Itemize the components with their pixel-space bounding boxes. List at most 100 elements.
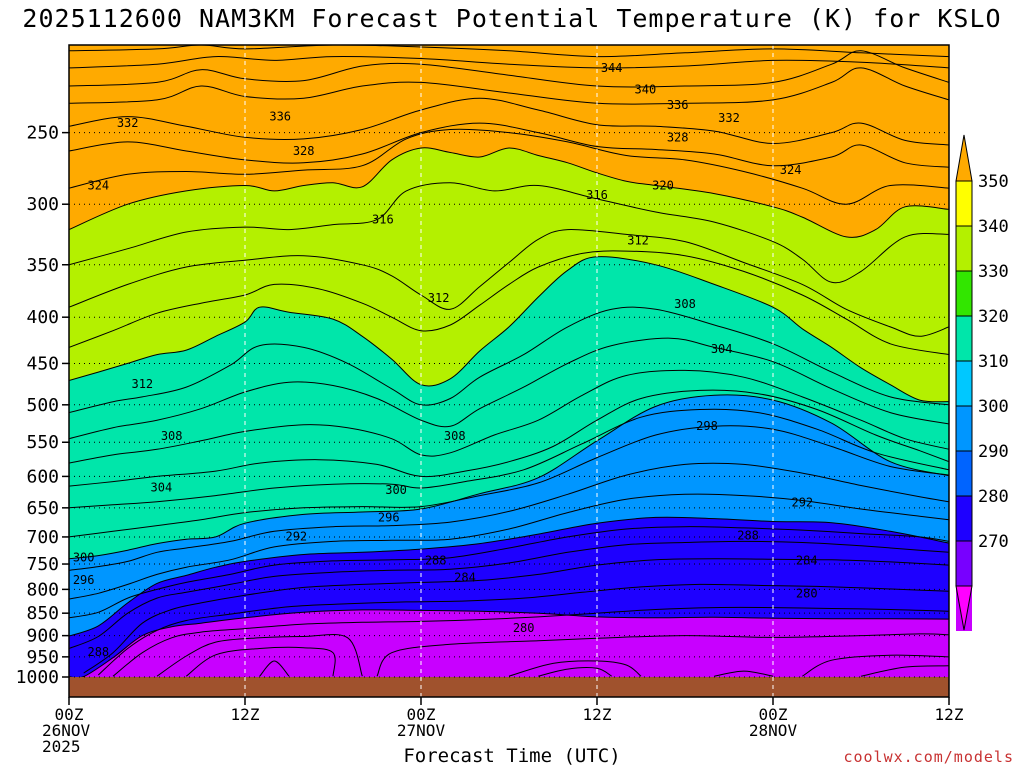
contour-line xyxy=(112,606,949,677)
y-tick-label: 400 xyxy=(26,307,59,328)
colorbar-label: 310 xyxy=(978,352,1009,372)
ground-layer xyxy=(69,677,949,697)
colorbar-label: 300 xyxy=(978,397,1009,417)
x-tick-label: 00Z xyxy=(759,705,788,724)
contour-label: 324 xyxy=(87,178,109,192)
contour-line xyxy=(376,633,949,677)
contour-line-280 xyxy=(69,609,949,679)
colorbar-top-triangle xyxy=(955,134,973,182)
contour-line xyxy=(69,493,949,600)
contour-label: 332 xyxy=(117,116,139,130)
colorbar-segment xyxy=(956,181,972,226)
x-tick-label: 00Z xyxy=(55,705,84,724)
contour-label: 336 xyxy=(269,110,291,124)
contour-line xyxy=(714,670,774,677)
y-tick-label: 350 xyxy=(26,255,59,276)
contour-label: 328 xyxy=(293,144,315,158)
contour-line xyxy=(69,540,949,649)
colorbar-segment xyxy=(956,541,972,586)
contour-label: 300 xyxy=(73,551,95,565)
contour-label: 308 xyxy=(674,297,696,311)
colorbar-segment xyxy=(956,316,972,361)
contour-line-340 xyxy=(69,50,949,88)
colorbar-segment xyxy=(956,361,972,406)
contour-label: 308 xyxy=(161,429,183,443)
contour-label: 308 xyxy=(444,429,466,443)
contour-label: 284 xyxy=(796,553,818,567)
contour-label: 288 xyxy=(737,528,759,542)
y-tick-label: 800 xyxy=(26,579,59,600)
y-tick-label: 850 xyxy=(26,603,59,624)
y-tick-label: 1000 xyxy=(16,667,59,688)
grid-lines xyxy=(69,45,949,697)
y-tick-label: 550 xyxy=(26,432,59,453)
contour-line xyxy=(185,646,336,677)
contour-label: 304 xyxy=(711,342,733,356)
x-tick-label: 00Z xyxy=(407,705,436,724)
contour-line xyxy=(69,228,949,337)
colorbar-label: 270 xyxy=(978,532,1009,552)
contour-label: 298 xyxy=(696,419,718,433)
fill-band-below-280 xyxy=(69,609,949,697)
contour-label: 280 xyxy=(796,586,818,600)
colorbar-segment xyxy=(956,451,972,496)
contour-line xyxy=(156,633,363,677)
colorbar-bottom-triangle xyxy=(955,585,973,631)
contour-line xyxy=(259,660,290,677)
contour-line xyxy=(69,56,949,69)
contour-line xyxy=(538,667,612,677)
colorbar-label: 330 xyxy=(978,262,1009,282)
contour-label: 312 xyxy=(627,233,649,247)
contour-label: 336 xyxy=(667,98,689,112)
contour-line xyxy=(83,558,949,674)
contour-line xyxy=(69,337,949,440)
y-tick-label: 300 xyxy=(26,194,59,215)
contour-line xyxy=(69,306,949,414)
watermark: coolwx.com/models xyxy=(843,748,1014,766)
contour-line xyxy=(69,369,949,464)
contour-line xyxy=(69,122,949,168)
contour-line xyxy=(69,182,949,284)
contour-label: 284 xyxy=(454,570,476,584)
contour-line xyxy=(69,250,949,356)
contour-line xyxy=(69,462,949,571)
y-axis: 2503003504004505005506006507007508008509… xyxy=(16,123,69,688)
x-tick-label: 27NOV xyxy=(397,721,446,740)
contour-label: 328 xyxy=(667,130,689,144)
contour-label: 316 xyxy=(372,213,394,227)
contour-line-320 xyxy=(69,147,949,238)
x-tick-label: 12Z xyxy=(583,705,612,724)
contour-label: 288 xyxy=(87,645,109,659)
contour-label: 300 xyxy=(385,483,407,497)
contour-labels: 344 340 336 332 336 332 328 328 324 320 324 316 316 3… xyxy=(73,61,818,659)
colorbar-label: 290 xyxy=(978,442,1009,462)
contour-label: 292 xyxy=(285,529,307,543)
colorbar: 350 340 330 320 310 300 290 280 270 xyxy=(955,134,1009,631)
contour-label: 304 xyxy=(151,480,173,494)
contour-line xyxy=(69,526,949,619)
contour-label: 312 xyxy=(131,377,153,391)
colorbar-label: 280 xyxy=(978,487,1009,507)
chart-title: 2025112600 NAM3KM Forecast Potential Tem… xyxy=(22,4,1002,33)
x-tick-label: 2025 xyxy=(42,737,81,756)
contour-label: 312 xyxy=(428,291,450,305)
contour-label: 344 xyxy=(601,61,623,75)
colorbar-segment xyxy=(956,406,972,451)
contour-label: 292 xyxy=(791,495,813,509)
contour-label: 296 xyxy=(378,510,400,524)
contour-label: 340 xyxy=(635,83,657,97)
contour-line xyxy=(860,665,949,677)
y-tick-label: 600 xyxy=(26,466,59,487)
y-tick-label: 650 xyxy=(26,498,59,519)
y-tick-label: 750 xyxy=(26,554,59,575)
y-tick-label: 250 xyxy=(26,123,59,144)
contour-label: 320 xyxy=(652,178,674,192)
colorbar-segment xyxy=(956,496,972,541)
contour-line-310 xyxy=(69,256,949,403)
contour-line xyxy=(69,408,949,509)
colorbar-label: 340 xyxy=(978,217,1009,237)
contour-label: 288 xyxy=(425,553,447,567)
filled-contours xyxy=(69,45,949,697)
y-tick-label: 950 xyxy=(26,647,59,668)
